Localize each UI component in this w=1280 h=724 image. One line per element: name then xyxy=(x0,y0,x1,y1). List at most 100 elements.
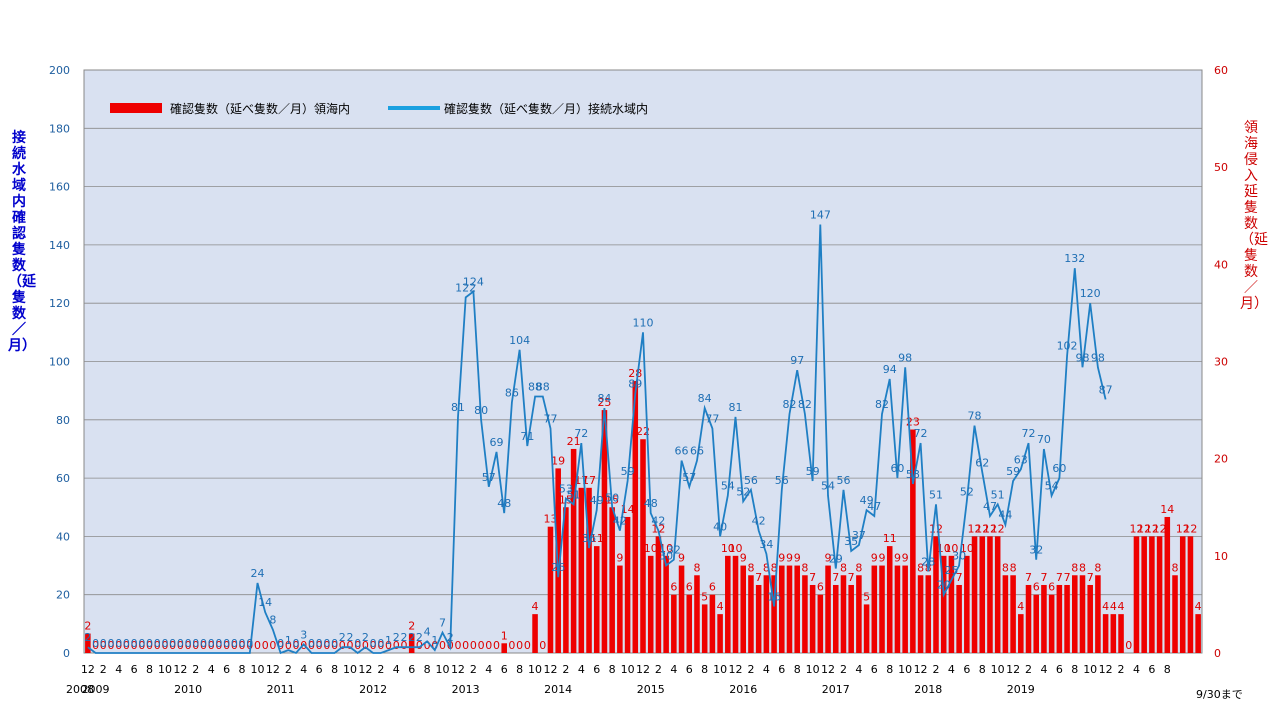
bar xyxy=(832,584,839,653)
line-data-label: 82 xyxy=(798,398,812,411)
line-data-label: 1 xyxy=(385,634,392,647)
x-tick-label: 4 xyxy=(855,663,862,676)
bar-data-label: 0 xyxy=(524,639,531,652)
x-tick-label: 12 xyxy=(358,663,372,676)
line-data-label: 49 xyxy=(860,494,874,507)
bar xyxy=(1187,536,1194,653)
bar-data-label: 9 xyxy=(871,552,878,565)
x-tick-label: 10 xyxy=(898,663,912,676)
bar xyxy=(671,594,677,653)
bar-data-label: 0 xyxy=(277,639,284,652)
y-left-tick-label: 200 xyxy=(49,64,70,77)
y-left-tick-label: 140 xyxy=(49,239,70,252)
line-data-label: 32 xyxy=(1029,544,1043,557)
line-data-label: 89 xyxy=(628,378,642,391)
x-tick-label: 10 xyxy=(158,663,172,676)
bar xyxy=(686,594,693,653)
bar-data-label: 4 xyxy=(1017,600,1024,613)
bar-data-label: 0 xyxy=(508,639,515,652)
bar-data-label: 8 xyxy=(763,561,770,574)
line-data-label: 42 xyxy=(613,515,627,528)
bar xyxy=(617,565,623,653)
bar-data-label: 0 xyxy=(385,639,392,652)
y-left-tick-label: 40 xyxy=(56,530,70,543)
bar-data-label: 0 xyxy=(208,639,215,652)
bar-data-label: 9 xyxy=(825,552,832,565)
bar-data-label: 12 xyxy=(1137,522,1151,535)
bar xyxy=(1172,575,1178,653)
line-data-label: 24 xyxy=(250,567,264,580)
line-data-label: 0 xyxy=(323,637,330,650)
bar-data-label: 0 xyxy=(146,639,153,652)
year-label: 2016 xyxy=(729,683,757,696)
line-data-label: 77 xyxy=(705,413,719,426)
x-tick-label: 2 xyxy=(285,663,292,676)
year-label: 2008 xyxy=(66,683,94,696)
line-data-label: 0 xyxy=(123,637,130,650)
line-data-label: 47 xyxy=(983,500,997,513)
line-data-label: 0 xyxy=(208,637,215,650)
bar-data-label: 25 xyxy=(597,396,611,409)
x-tick-label: 8 xyxy=(331,663,338,676)
bar-data-label: 0 xyxy=(516,639,523,652)
bar xyxy=(570,448,577,653)
line-data-label: 2 xyxy=(393,631,400,644)
year-label: 2019 xyxy=(1007,683,1035,696)
bar-data-label: 12 xyxy=(1153,522,1167,535)
date-note: 9/30まで xyxy=(1196,688,1243,701)
x-tick-label: 6 xyxy=(316,663,323,676)
line-data-label: 0 xyxy=(107,637,114,650)
line-data-label: 2 xyxy=(447,631,454,644)
line-data-label: 20 xyxy=(937,579,951,592)
line-data-label: 2 xyxy=(347,631,354,644)
bar xyxy=(1118,614,1124,653)
bar xyxy=(1072,575,1078,653)
line-data-label: 51 xyxy=(929,488,943,501)
y-axis-left-label: 接続水域内確認隻数（延隻数／月） xyxy=(8,130,36,354)
line-data-label: 120 xyxy=(1080,287,1101,300)
bar xyxy=(709,594,716,653)
bar-data-label: 0 xyxy=(493,639,500,652)
bar-data-label: 6 xyxy=(817,581,824,594)
line-data-label: 0 xyxy=(131,637,138,650)
bar xyxy=(732,555,739,653)
y-left-tick-label: 20 xyxy=(56,589,70,602)
line-data-label: 82 xyxy=(875,398,889,411)
bar xyxy=(971,536,978,653)
bar xyxy=(748,575,754,653)
line-data-label: 98 xyxy=(898,351,912,364)
bar-data-label: 10 xyxy=(721,542,735,555)
bar-data-label: 12 xyxy=(968,522,982,535)
year-label: 2018 xyxy=(914,683,942,696)
line-data-label: 59 xyxy=(1006,465,1020,478)
bar-data-label: 6 xyxy=(686,581,693,594)
bar-data-label: 6 xyxy=(1048,581,1055,594)
bar xyxy=(940,555,947,653)
line-data-label: 0 xyxy=(154,637,161,650)
x-tick-label: 12 xyxy=(1006,663,1020,676)
bar xyxy=(678,565,685,653)
x-tick-label: 10 xyxy=(713,663,727,676)
line-data-label: 59 xyxy=(806,465,820,478)
bar-data-label: 4 xyxy=(717,600,724,613)
bar-data-label: 8 xyxy=(1172,561,1179,574)
x-tick-label: 12 xyxy=(1099,663,1113,676)
bar-data-label: 0 xyxy=(107,639,114,652)
line-data-label: 0 xyxy=(161,637,168,650)
line-data-label: 94 xyxy=(883,363,897,376)
bar xyxy=(794,565,800,653)
bar xyxy=(1156,536,1163,653)
line-data-label: 35 xyxy=(844,535,858,548)
bar-data-label: 0 xyxy=(185,639,192,652)
line-data-label: 36 xyxy=(582,532,596,545)
line-data-label: 52 xyxy=(736,485,750,498)
bar-data-label: 0 xyxy=(169,639,176,652)
line-data-label: 0 xyxy=(200,637,207,650)
line-data-label: 63 xyxy=(1014,453,1028,466)
bar xyxy=(1179,536,1186,653)
bar-data-label: 9 xyxy=(678,552,685,565)
bar xyxy=(879,565,885,653)
line-data-label: 104 xyxy=(509,334,530,347)
bar-data-label: 0 xyxy=(439,639,446,652)
bar-data-label: 10 xyxy=(729,542,743,555)
